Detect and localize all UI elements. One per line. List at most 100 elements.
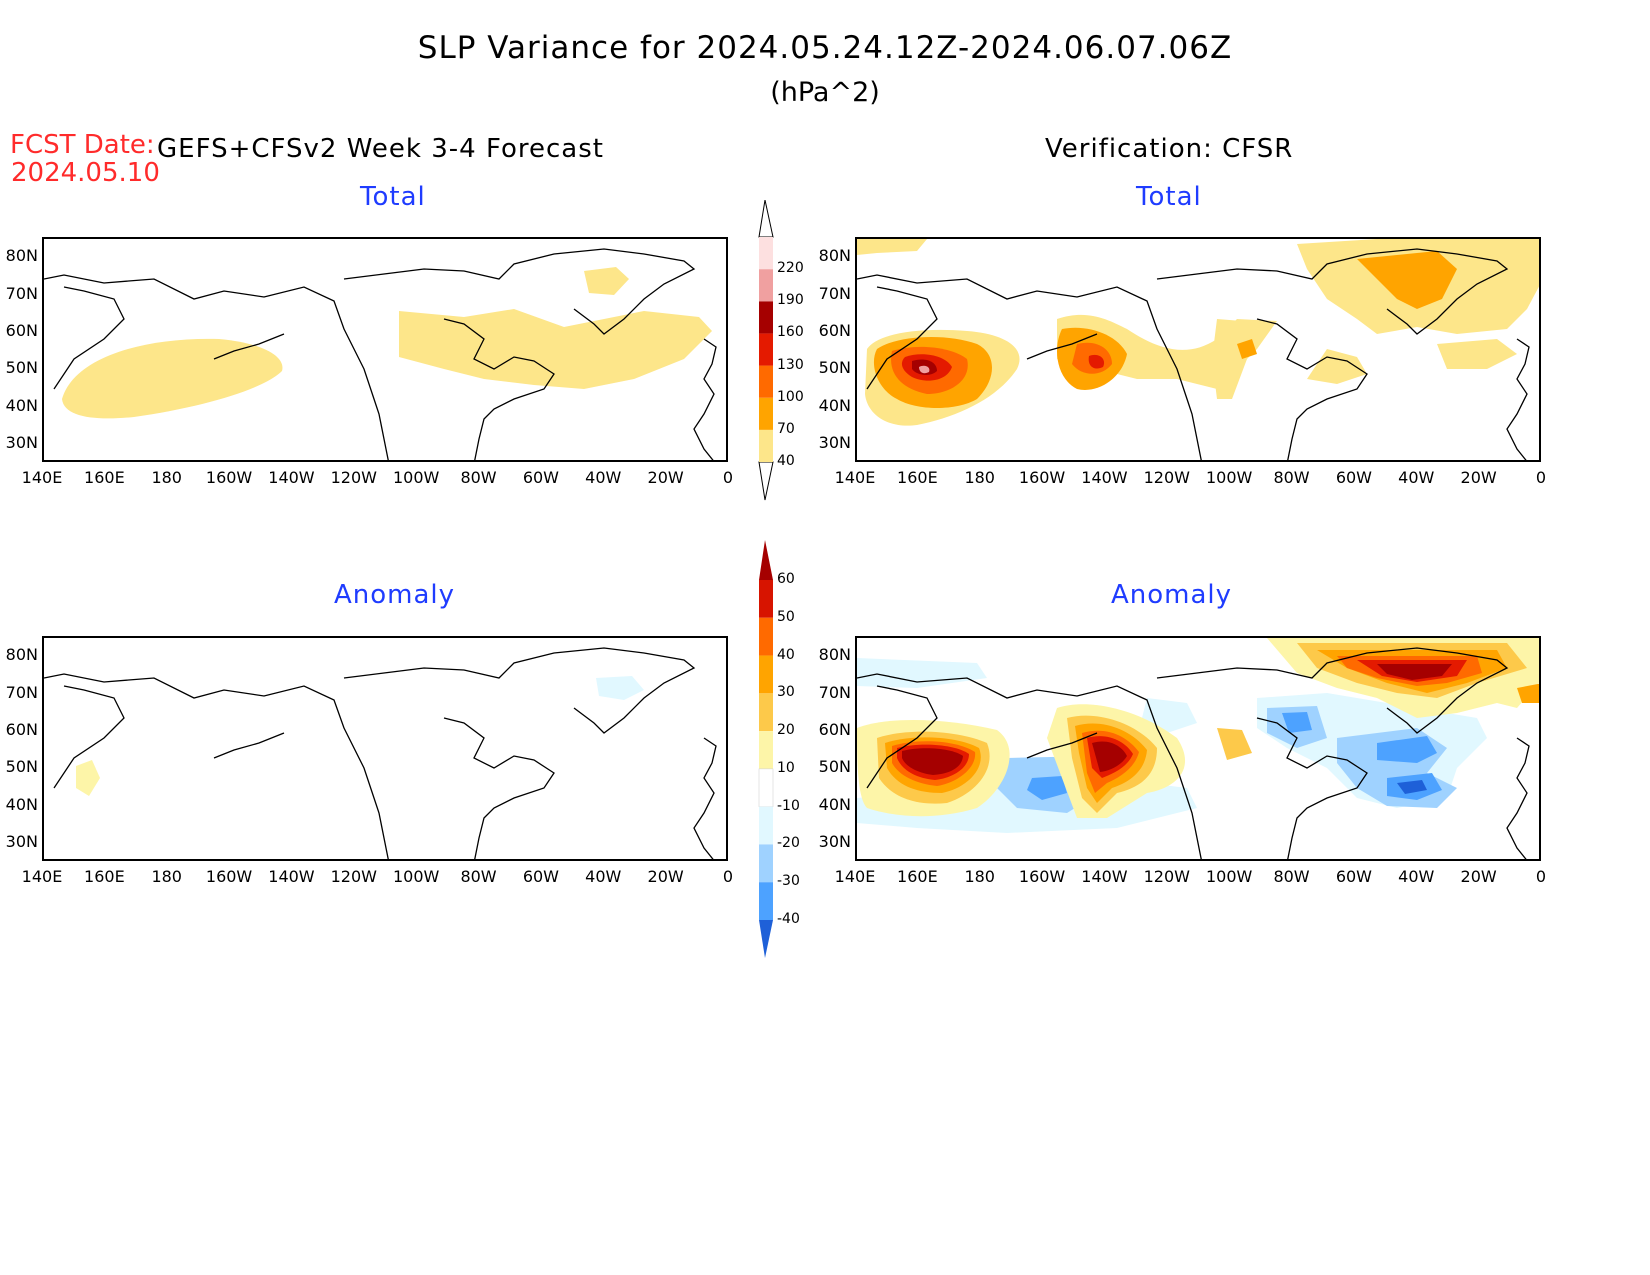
lon-label-oa: 140W [1081,867,1128,886]
lon-label-ot: 180 [964,468,995,487]
lat-label-oa: 30N [818,832,851,851]
forecast-header: GEFS+CFSv2 Week 3-4 Forecast [157,134,604,164]
lat-label-fa: 70N [5,683,38,702]
colorbar-anomaly-top-arrow [759,540,773,580]
lon-label-fa: 140E [21,867,63,886]
lon-label-fa: 0 [722,867,734,886]
lon-label-ot: 160E [897,468,938,487]
colorbar-total-label: 100 [777,388,804,405]
lon-label-ft: 20W [647,468,684,487]
colorbar-total-label: 130 [777,356,804,373]
lat-label-oa: 50N [818,757,851,776]
lat-label-fa: 80N [5,645,38,664]
lon-label-ft: 0 [722,468,734,487]
fcst-date-label: FCST Date: [10,130,155,160]
colorbar-anomaly-label: 50 [777,608,795,625]
lon-label-oa: 160E [897,867,938,886]
lon-label-fa: 160E [84,867,125,886]
colorbar-total-swatch [759,301,773,334]
lon-label-fa: 120W [330,867,377,886]
lon-label-oa: 80W [1273,867,1310,886]
colorbar-anomaly-swatch [758,768,774,807]
lon-label-ft: 160W [205,468,253,487]
lon-label-fa: 100W [392,867,440,886]
panel-title-fcst-anomaly: Anomaly [334,580,456,610]
map-verification-total [855,237,1541,462]
map-verification-anomaly [855,636,1541,861]
panel-title-obs-anomaly: Anomaly [1111,580,1233,610]
lon-label-ft: 180 [151,468,182,487]
lat-label-ft: 70N [5,284,38,303]
colorbar-total-label: 70 [777,420,795,437]
lon-label-fa: 140W [268,867,315,886]
lon-label-ft: 60W [522,468,559,487]
verification-header: Verification: CFSR [1045,134,1294,164]
lat-label-oa: 70N [818,683,851,702]
colorbar-anomaly-label: 60 [777,571,795,587]
lon-label-ot: 80W [1273,468,1310,487]
lon-label-fa: 80W [460,867,497,886]
lat-label-ft: 60N [5,321,38,340]
lon-label-ot: 140E [834,468,876,487]
lon-label-fa: 20W [647,867,684,886]
lon-label-ot: 140W [1081,468,1128,487]
lon-label-fa: 180 [151,867,182,886]
lon-label-ot: 120W [1143,468,1190,487]
lon-label-oa: 120W [1143,867,1190,886]
lat-label-ft: 30N [5,433,38,452]
colorbar-total-swatch [759,365,773,398]
lon-label-fa: 60W [522,867,559,886]
colorbar-anomaly-label: 30 [777,684,795,701]
colorbar-total-label: 190 [777,292,804,309]
lat-label-ft: 40N [5,396,38,415]
figure-units: (hPa^2) [770,77,880,108]
colorbar-anomaly-swatch [759,693,773,732]
lat-label-ft: 50N [5,358,38,377]
lon-label-ot: 20W [1460,468,1497,487]
colorbar-total-swatch [759,237,773,270]
lon-label-ft: 40W [585,468,622,487]
colorbar-total-label: 160 [777,324,804,341]
lat-label-fa: 40N [5,795,38,814]
lon-label-ft: 120W [330,468,377,487]
colorbar-total-swatch [759,397,773,430]
lon-label-oa: 100W [1205,867,1253,886]
panel-title-fcst-total: Total [360,182,426,212]
lon-label-ft: 160E [84,468,125,487]
colorbar-anomaly-swatch [759,617,773,656]
lat-label-ot: 70N [818,284,851,303]
lon-label-fa: 160W [205,867,253,886]
fcst-date-value: 2024.05.10 [11,158,160,188]
lat-label-ot: 30N [818,433,851,452]
panel-title-obs-total: Total [1136,182,1202,212]
lat-label-ot: 60N [818,321,851,340]
lat-label-ot: 50N [818,358,851,377]
colorbar-anomaly-swatch [759,844,773,883]
lon-label-ot: 0 [1535,468,1547,487]
lat-label-ot: 40N [818,396,851,415]
colorbar-total: 40 70 100 130 160 190 220 [757,199,817,505]
lon-label-oa: 60W [1335,867,1372,886]
lon-label-fa: 40W [585,867,622,886]
lat-label-fa: 30N [5,832,38,851]
colorbar-total-label: 220 [777,260,804,277]
colorbar-anomaly-swatch [759,806,773,845]
colorbar-anomaly-swatch [759,882,773,920]
lat-label-fa: 50N [5,757,38,776]
colorbar-anomaly-label: 40 [777,646,795,663]
colorbar-anomaly-swatch [759,580,773,618]
colorbar-anomaly-label: 10 [777,759,795,776]
colorbar-anomaly-swatch [759,731,773,769]
colorbar-anomaly-swatch [759,655,773,694]
lon-label-oa: 140E [834,867,876,886]
lon-label-ot: 160W [1018,468,1066,487]
lon-label-ft: 100W [392,468,440,487]
lon-label-oa: 180 [964,867,995,886]
colorbar-anomaly-label: 20 [777,722,795,739]
colorbar-anomaly-label: -10 [777,797,800,814]
colorbar-anomaly-bottom-arrow [759,920,773,958]
lat-label-oa: 40N [818,795,851,814]
lon-label-ot: 60W [1335,468,1372,487]
colorbar-total-swatch [759,333,773,366]
lon-label-oa: 20W [1460,867,1497,886]
